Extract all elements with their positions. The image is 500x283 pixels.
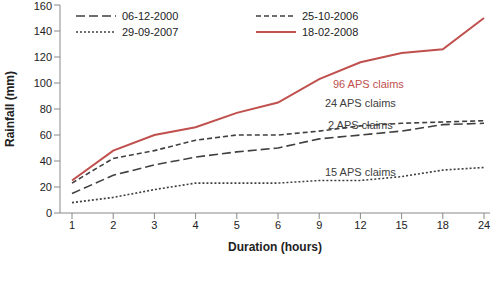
svg-text:3: 3 xyxy=(151,219,157,231)
svg-text:Rainfall (mm): Rainfall (mm) xyxy=(8,71,17,147)
svg-text:6: 6 xyxy=(275,219,281,231)
svg-text:1: 1 xyxy=(69,219,75,231)
svg-text:40: 40 xyxy=(40,155,52,167)
svg-text:18: 18 xyxy=(437,219,449,231)
svg-text:Duration (hours): Duration (hours) xyxy=(228,240,322,254)
html-text:29-09-2007: 29-09-2007 xyxy=(122,26,179,38)
svg-text:15: 15 xyxy=(395,219,407,231)
svg-text:60: 60 xyxy=(40,129,52,141)
svg-text:160: 160 xyxy=(34,0,52,12)
html-text:25-10-2006: 25-10-2006 xyxy=(302,10,359,22)
svg-text:2 APS claims: 2 APS claims xyxy=(328,119,393,131)
svg-text:24: 24 xyxy=(478,219,490,231)
svg-text:20: 20 xyxy=(40,181,52,193)
svg-text:4: 4 xyxy=(193,219,199,231)
svg-text:2: 2 xyxy=(110,219,116,231)
html-text:06-12-2000: 06-12-2000 xyxy=(122,10,179,22)
svg-text:0: 0 xyxy=(46,207,52,219)
svg-text:9: 9 xyxy=(316,219,322,231)
svg-text:15 APS claims: 15 APS claims xyxy=(325,166,396,178)
svg-text:80: 80 xyxy=(40,103,52,115)
svg-text:140: 140 xyxy=(34,25,52,37)
svg-text:100: 100 xyxy=(34,77,52,89)
html-text:18-02-2008: 18-02-2008 xyxy=(302,26,359,38)
svg-text:24 APS claims: 24 APS claims xyxy=(325,97,396,109)
svg-text:96 APS claims: 96 APS claims xyxy=(333,78,404,90)
svg-text:5: 5 xyxy=(234,219,240,231)
svg-text:120: 120 xyxy=(34,51,52,63)
svg-text:12: 12 xyxy=(354,219,366,231)
